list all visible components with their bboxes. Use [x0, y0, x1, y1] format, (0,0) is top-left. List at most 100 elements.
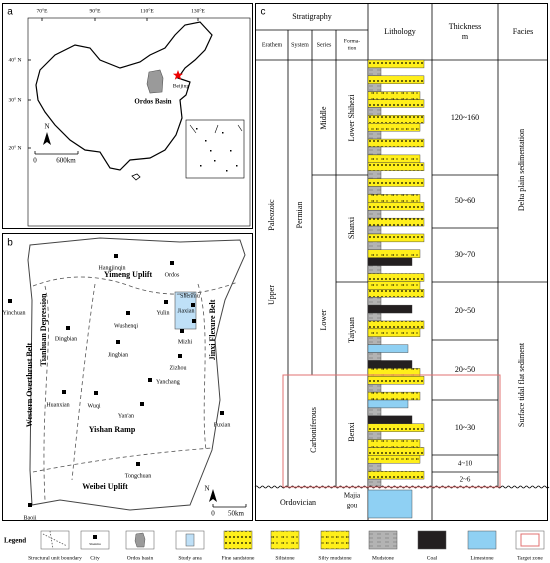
unit-label: Yishan Ramp — [89, 425, 136, 434]
lithology-layer — [367, 312, 382, 322]
island-dot — [226, 170, 228, 172]
thickness-label: 4~10 — [458, 460, 473, 468]
lithology-layer — [367, 178, 425, 187]
lithology-layer — [367, 320, 425, 330]
lithology-layer — [367, 463, 382, 472]
legend-icon — [270, 530, 300, 550]
lithology-layer — [367, 273, 425, 282]
city-marker — [191, 303, 195, 307]
header: System — [291, 42, 309, 48]
legend-icon — [223, 530, 253, 550]
longitude-label: 110°E — [140, 7, 154, 14]
header: Facies — [513, 27, 533, 36]
thickness-label: 20~50 — [455, 365, 475, 374]
longitude-label: 70°E — [36, 7, 48, 14]
panel-label: c — [261, 7, 266, 18]
city-label: Yinchuan — [3, 310, 26, 316]
legend-icon — [515, 530, 545, 550]
city-label: Wuqi — [87, 403, 100, 409]
erathem-label: Paleozoic — [267, 199, 276, 231]
panel-label: a — [7, 7, 13, 18]
structural-boundary — [32, 447, 213, 473]
lithology-layer — [367, 352, 382, 361]
lithology-layer — [367, 297, 382, 306]
city-marker — [116, 340, 120, 344]
city-label: Fuxian — [214, 422, 231, 428]
lithology-layer — [367, 210, 382, 219]
beijing-star — [172, 70, 184, 80]
legend-icon — [368, 530, 398, 550]
legend-icon — [467, 530, 497, 550]
lithology-layer — [367, 91, 421, 100]
legend-label: Target zone — [517, 555, 543, 561]
city-label: Baoji — [24, 515, 37, 521]
lithology-layer — [367, 455, 421, 464]
header: tion — [348, 45, 357, 51]
lithology-layer — [367, 107, 382, 116]
system-label: Ordovician — [280, 498, 316, 507]
city-marker — [62, 390, 66, 394]
city-marker — [140, 402, 144, 406]
header: Forma- — [344, 38, 360, 44]
scale-label: 50km — [228, 510, 245, 518]
lithology-layer — [367, 202, 425, 211]
lithology-layer — [367, 336, 382, 345]
lithology-layer — [367, 186, 382, 195]
erathem-label: Upper — [267, 285, 276, 305]
layout — [2, 3, 548, 521]
header: Series — [317, 42, 332, 48]
north-arrow — [43, 132, 51, 145]
legend-label: Siltstone — [275, 555, 295, 561]
city-label: Beijing — [173, 83, 189, 89]
legend-icon — [520, 533, 540, 547]
city-marker — [148, 378, 152, 382]
island-dot — [236, 165, 238, 167]
basin-label: Ordos Basin — [134, 98, 171, 106]
study-area — [174, 291, 197, 330]
city-marker — [28, 503, 32, 507]
city-label: Shenmu — [180, 293, 200, 299]
lithology-layer — [367, 344, 409, 353]
legend-icon — [320, 530, 350, 550]
thickness-label: 30~70 — [455, 250, 475, 259]
lithology-layer — [367, 75, 425, 84]
lithology-layer — [367, 360, 413, 369]
island-dot — [222, 132, 224, 134]
formation-label: Taiyuan — [347, 317, 356, 343]
lithology-layer — [367, 59, 425, 69]
lithology-layer — [367, 439, 421, 448]
lithology-layer — [367, 99, 425, 108]
legend-label: Coal — [427, 555, 438, 561]
series-label: Lower — [319, 309, 328, 330]
city-marker — [170, 261, 174, 265]
city-label: Dingbian — [55, 336, 77, 342]
scale-label: 0 — [33, 157, 37, 165]
lithology-layer — [367, 249, 421, 258]
header: Lithology — [384, 27, 416, 36]
panel-label: b — [7, 238, 13, 249]
formation-label: gou — [347, 502, 358, 510]
north-label: N — [204, 485, 209, 493]
lithology-layer — [367, 470, 425, 480]
header: Thickness — [449, 22, 481, 31]
island-dot — [214, 160, 216, 162]
lithology-layer — [367, 217, 425, 227]
header: Erathem — [262, 42, 283, 48]
facies-label: Delta plain sedimentation — [517, 129, 526, 211]
unit-label: Tianhuan Depression — [39, 293, 48, 366]
legend-sample: Shenmu — [89, 542, 101, 546]
lithology-layer — [367, 123, 421, 132]
formation-label: Majia — [344, 492, 361, 500]
unit-label: Weibei Uplift — [82, 482, 128, 491]
city-label: Jiaxian — [178, 308, 195, 314]
structural-boundary — [197, 283, 207, 451]
island-dot — [210, 150, 212, 152]
structural-boundary — [32, 276, 239, 295]
basin-outline — [27, 237, 246, 511]
latitude-label: 30° N — [8, 96, 21, 103]
legend-title: Legend — [4, 537, 26, 545]
island — [131, 173, 141, 181]
north-arrow — [209, 489, 217, 502]
lithology-layer — [367, 407, 382, 417]
